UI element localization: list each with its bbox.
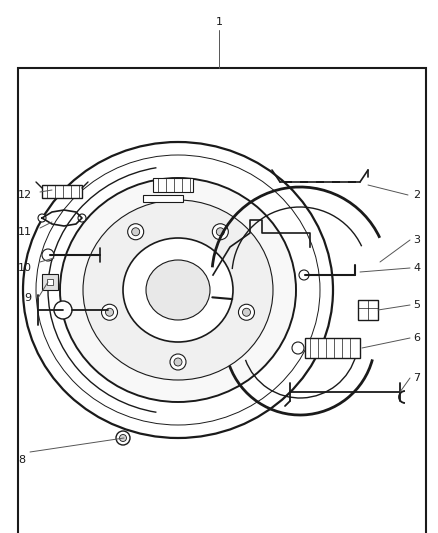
Ellipse shape xyxy=(146,260,210,320)
Circle shape xyxy=(238,304,254,320)
Circle shape xyxy=(54,301,72,319)
Polygon shape xyxy=(305,338,360,358)
Circle shape xyxy=(42,249,54,261)
Text: 4: 4 xyxy=(413,263,420,273)
Circle shape xyxy=(292,342,304,354)
Circle shape xyxy=(106,308,113,316)
Ellipse shape xyxy=(23,142,333,438)
Circle shape xyxy=(102,304,117,320)
Text: 3: 3 xyxy=(413,235,420,245)
Circle shape xyxy=(243,308,251,316)
Polygon shape xyxy=(42,185,82,198)
Circle shape xyxy=(132,228,140,236)
Circle shape xyxy=(299,270,309,280)
Text: 9: 9 xyxy=(25,293,32,303)
Circle shape xyxy=(170,354,186,370)
Text: 2: 2 xyxy=(413,190,420,200)
Polygon shape xyxy=(143,195,183,202)
Bar xyxy=(18,68,426,533)
Text: 10: 10 xyxy=(18,263,32,273)
Text: 1: 1 xyxy=(215,17,223,27)
Circle shape xyxy=(128,224,144,240)
Text: 11: 11 xyxy=(18,227,32,237)
Circle shape xyxy=(120,434,127,441)
Circle shape xyxy=(212,224,228,240)
Polygon shape xyxy=(358,300,378,320)
Circle shape xyxy=(78,214,86,222)
Text: 6: 6 xyxy=(413,333,420,343)
Polygon shape xyxy=(153,178,193,192)
Text: 7: 7 xyxy=(413,373,420,383)
Ellipse shape xyxy=(36,155,320,425)
Text: 12: 12 xyxy=(18,190,32,200)
Text: 5: 5 xyxy=(413,300,420,310)
Ellipse shape xyxy=(123,238,233,342)
Circle shape xyxy=(116,431,130,445)
Circle shape xyxy=(174,358,182,366)
Ellipse shape xyxy=(83,200,273,380)
Polygon shape xyxy=(47,279,53,285)
Ellipse shape xyxy=(60,178,296,402)
Polygon shape xyxy=(42,274,58,290)
Text: 8: 8 xyxy=(18,455,25,465)
Circle shape xyxy=(216,228,224,236)
Circle shape xyxy=(38,214,46,222)
